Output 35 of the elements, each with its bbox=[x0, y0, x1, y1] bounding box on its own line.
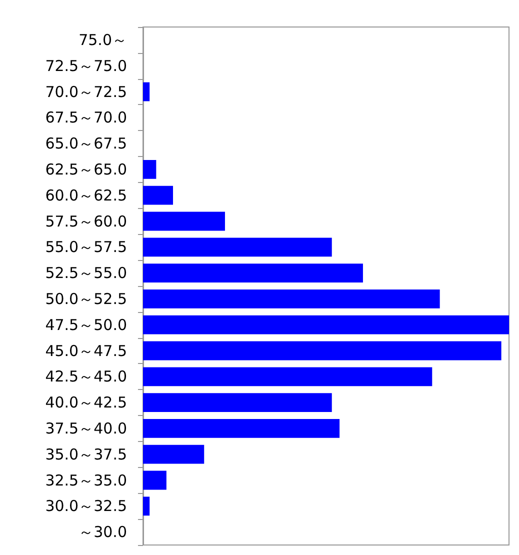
bar bbox=[143, 212, 225, 231]
y-tick-label: 47.5～50.0 bbox=[45, 316, 127, 334]
y-tick-label: 45.0～47.5 bbox=[45, 342, 127, 360]
bar bbox=[143, 367, 432, 386]
y-tick-label: 55.0～57.5 bbox=[45, 238, 127, 256]
y-tick-label: 50.0～52.5 bbox=[45, 290, 127, 308]
y-tick-label: 67.5～70.0 bbox=[45, 108, 127, 127]
bar bbox=[143, 82, 150, 102]
y-tick-label: 37.5～40.0 bbox=[45, 419, 127, 438]
y-tick-label: 70.0～72.5 bbox=[45, 82, 127, 101]
bar bbox=[143, 444, 204, 464]
y-tick-label: ～30.0 bbox=[78, 523, 127, 542]
bar bbox=[143, 315, 509, 334]
y-tick-label: 62.5～65.0 bbox=[45, 160, 127, 178]
y-tick-label: 32.5～35.0 bbox=[45, 471, 127, 490]
y-tick-label: 72.5～75.0 bbox=[45, 56, 127, 75]
y-tick-label: 52.5～55.0 bbox=[45, 264, 127, 282]
y-tick-label: 42.5～45.0 bbox=[45, 368, 127, 386]
bar bbox=[143, 238, 332, 257]
y-tick-label: 30.0～32.5 bbox=[45, 497, 127, 516]
y-tick-label: 60.0～62.5 bbox=[45, 186, 127, 204]
bar bbox=[143, 496, 150, 516]
y-tick-label: 65.0～67.5 bbox=[45, 134, 127, 153]
y-tick-label: 75.0～ bbox=[78, 30, 127, 49]
y-tick-label: 57.5～60.0 bbox=[45, 212, 127, 230]
bar bbox=[143, 289, 440, 308]
bar bbox=[143, 393, 332, 412]
bar bbox=[143, 418, 340, 438]
bar bbox=[143, 264, 363, 283]
bar bbox=[143, 341, 502, 360]
bar bbox=[143, 186, 174, 205]
y-tick-label: 40.0～42.5 bbox=[45, 394, 127, 412]
y-tick-label: 35.0～37.5 bbox=[45, 445, 127, 464]
bar bbox=[143, 470, 166, 490]
bar bbox=[143, 160, 156, 179]
